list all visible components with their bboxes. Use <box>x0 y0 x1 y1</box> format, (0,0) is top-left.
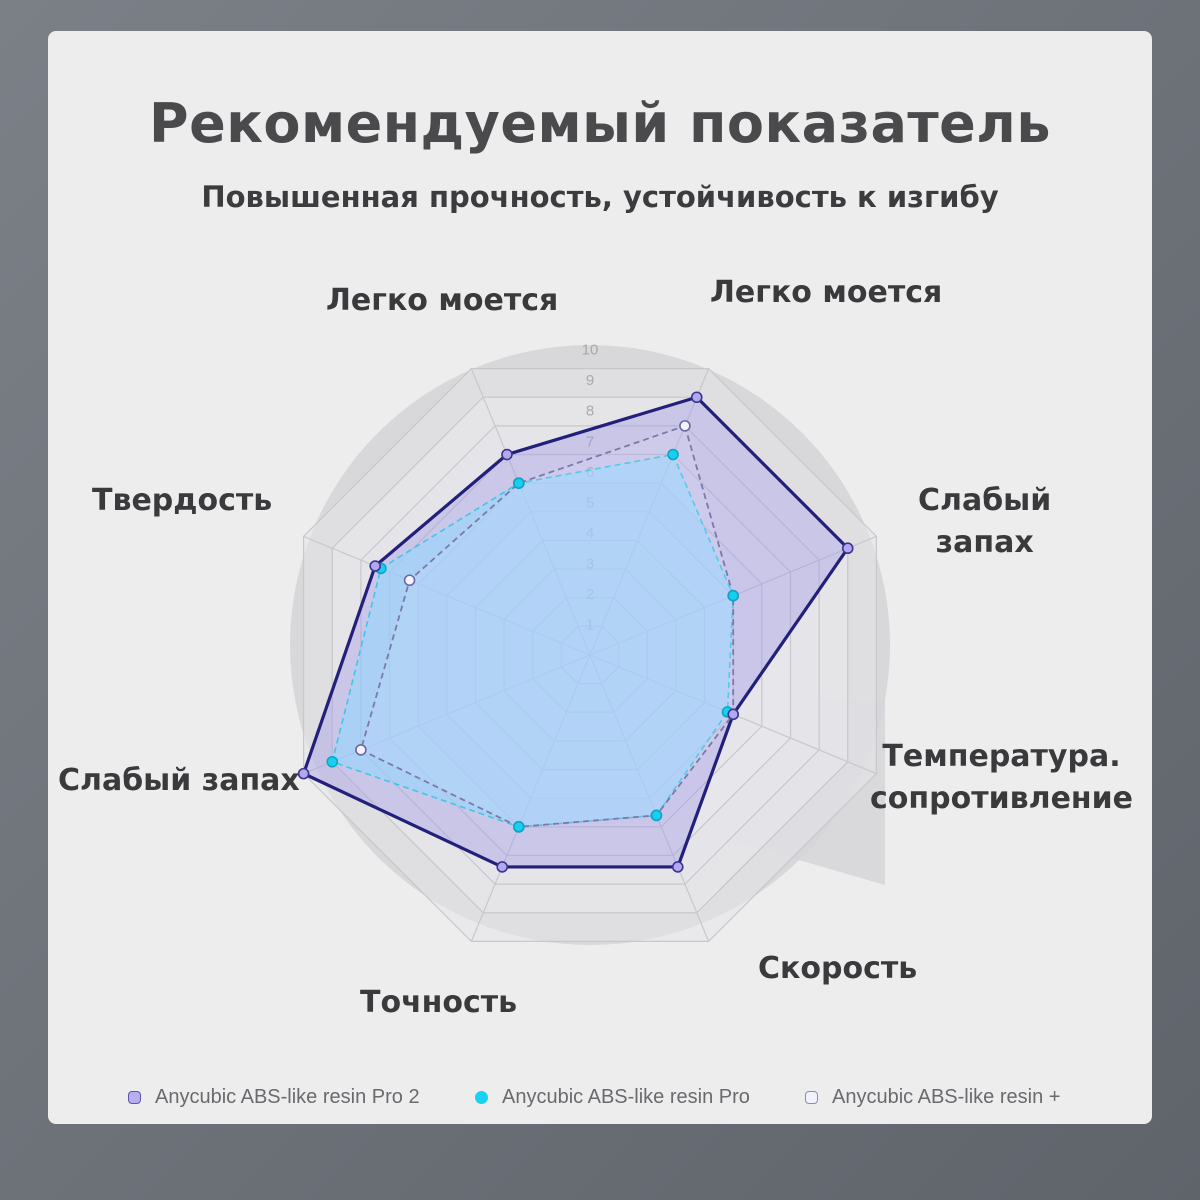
series-pro2-point <box>690 391 703 404</box>
series-pro2-point <box>671 861 684 873</box>
legend-swatch-pro <box>475 1090 488 1104</box>
tick-label: 7 <box>586 433 594 450</box>
series-plus-point <box>403 574 416 587</box>
axis-label-accuracy: Точность <box>360 985 518 1020</box>
series-plus-point <box>679 420 691 432</box>
legend-item-plus[interactable]: Anycubic ABS-like resin + <box>805 1083 1060 1111</box>
series-pro-point <box>513 821 525 833</box>
series-pro-point <box>650 809 663 822</box>
radar-series <box>297 391 854 873</box>
series-pro2-point <box>727 708 740 721</box>
series-pro2-point <box>841 542 854 555</box>
axis-label-easy-wash-2: Легко моется <box>710 275 943 310</box>
chart-title: Рекомендуемый показатель <box>149 92 1051 155</box>
legend-label: Anycubic ABS-like resin Pro 2 <box>155 1085 420 1108</box>
axis-label-line: Слабый <box>918 483 1052 518</box>
legend-item-pro[interactable]: Anycubic ABS-like resin Pro <box>475 1083 750 1111</box>
legend-item-pro2[interactable]: Anycubic ABS-like resin Pro 2 <box>128 1083 420 1111</box>
axis-label-line: запах <box>935 525 1034 560</box>
axis-label-weak-odor-right: Слабый запах <box>918 480 1051 564</box>
chart-subtitle: Повышенная прочность, устойчивость к изг… <box>201 180 999 214</box>
axis-label-line: сопротивление <box>870 781 1134 816</box>
axis-label-speed: Скорость <box>758 951 918 986</box>
legend-label: Anycubic ABS-like resin + <box>832 1085 1061 1108</box>
tick-label: 10 <box>582 342 599 359</box>
axis-label-line: Температура. <box>882 739 1121 774</box>
series-pro-point <box>667 448 679 461</box>
axis-label-weak-odor-left: Слабый запах <box>58 763 300 798</box>
axis-label-easy-wash-1: Легко моется <box>326 283 559 318</box>
legend-swatch-pro2 <box>128 1090 141 1104</box>
series-pro2-point <box>496 861 509 873</box>
legend-swatch-plus <box>805 1090 818 1104</box>
series-pro2-point <box>369 560 381 572</box>
series-pro2-point <box>297 767 310 780</box>
series-pro-point <box>513 477 525 489</box>
series-pro-point <box>727 589 740 602</box>
series-plus-point <box>355 744 367 756</box>
legend-label: Anycubic ABS-like resin Pro <box>502 1085 750 1108</box>
tick-label: 9 <box>586 372 594 389</box>
axis-label-temperature: Температура. сопротивление <box>870 736 1133 820</box>
series-pro2-point <box>501 448 513 461</box>
axis-label-hardness: Твердость <box>92 483 273 518</box>
tick-label: 8 <box>586 403 594 420</box>
series-pro-point <box>326 755 339 768</box>
